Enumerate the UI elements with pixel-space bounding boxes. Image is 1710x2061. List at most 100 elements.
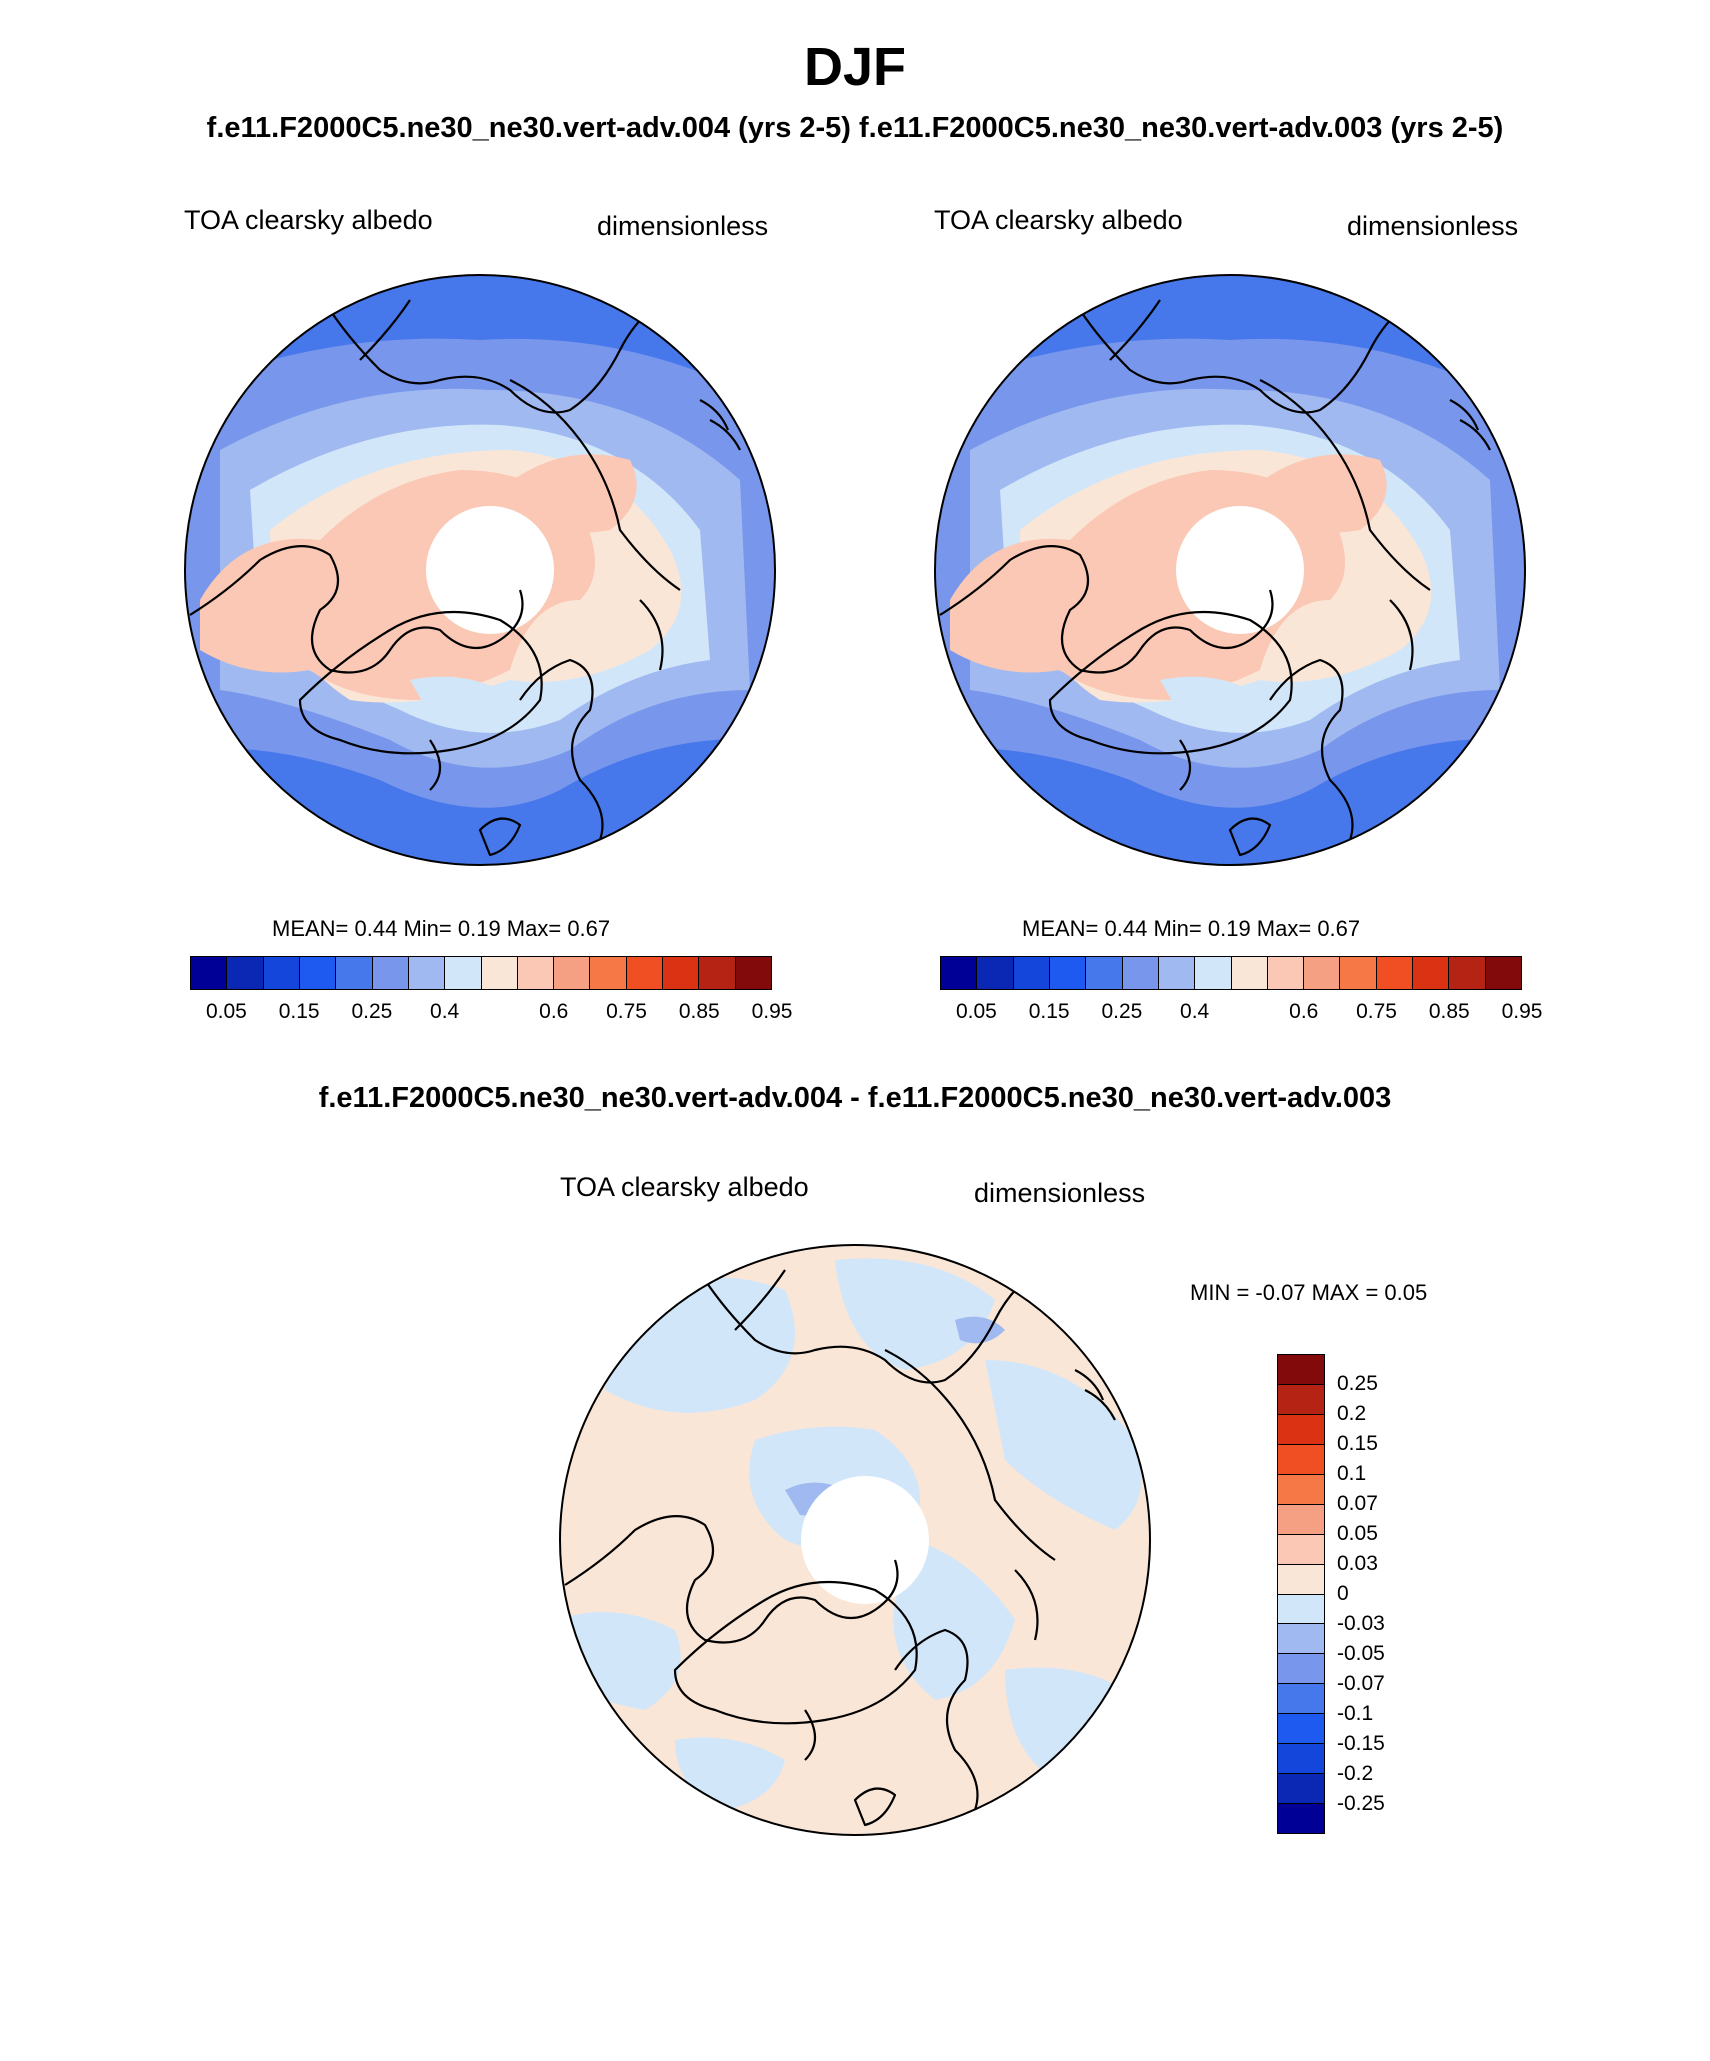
colorbar-panel-1 <box>190 956 772 990</box>
field-panel-1 <box>185 275 775 865</box>
colorbar-swatch <box>663 957 700 989</box>
diff-units: dimensionless <box>974 1178 1146 1208</box>
colorbar-tick-label: 0.75 <box>1356 1000 1397 1023</box>
colorbar-swatch <box>941 957 978 989</box>
colorbar-swatch <box>1278 1684 1324 1715</box>
colorbar-swatch <box>191 957 228 989</box>
colorbar-swatch <box>1278 1414 1324 1445</box>
colorbar-tick-label: -0.07 <box>1337 1672 1385 1695</box>
field-diff <box>560 1245 1150 1835</box>
colorbar-swatch <box>699 957 736 989</box>
colorbar-swatch <box>1013 957 1050 989</box>
colorbar-swatch <box>1278 1624 1324 1655</box>
colorbar-tick-label: -0.03 <box>1337 1612 1385 1635</box>
colorbar-swatch <box>372 957 409 989</box>
panel-2-variable: TOA clearsky albedo <box>934 205 1183 235</box>
polar-map-diff <box>559 1244 1151 1836</box>
colorbar-swatch <box>445 957 482 989</box>
panel-1-units: dimensionless <box>597 211 769 241</box>
colorbar-tick-label: 0.75 <box>606 1000 647 1023</box>
colorbar-swatch <box>1195 957 1232 989</box>
colorbar-tick-label: 0.07 <box>1337 1492 1378 1515</box>
colorbar-swatch <box>977 957 1014 989</box>
colorbar-tick-label: 0.05 <box>955 1000 997 1023</box>
colorbar-swatch <box>1340 957 1377 989</box>
colorbar-tick-label: 0.1 <box>1337 1462 1367 1485</box>
colorbar-tick-label: 0.4 <box>430 1000 460 1023</box>
colorbar-swatch <box>1267 957 1305 989</box>
colorbar-swatch <box>626 957 664 989</box>
colorbar-tick-label: 0.95 <box>751 1000 793 1023</box>
colorbar-swatch <box>1278 1355 1324 1385</box>
page-subtitle: f.e11.F2000C5.ne30_ne30.vert-adv.004 (yr… <box>206 112 1504 144</box>
colorbar-tick-label: -0.25 <box>1337 1792 1385 1815</box>
colorbar-tick-label: 0.25 <box>1337 1372 1378 1395</box>
colorbar-tick-label: 0.05 <box>205 1000 247 1023</box>
colorbar-swatch <box>1278 1504 1324 1535</box>
colorbar-tick-label: 0.15 <box>1028 1000 1070 1023</box>
colorbar-swatch <box>1278 1474 1324 1505</box>
colorbar-swatch <box>336 957 373 989</box>
colorbar-tick-label: 0.25 <box>1101 1000 1143 1023</box>
colorbar-swatch <box>1304 957 1341 989</box>
panel-1-variable: TOA clearsky albedo <box>184 205 433 235</box>
colorbar-tick-label: 0.85 <box>678 1000 720 1023</box>
colorbar-swatch <box>1278 1384 1324 1415</box>
colorbar-tick-label: -0.15 <box>1337 1732 1385 1755</box>
colorbar-swatch <box>1278 1534 1324 1565</box>
colorbar-swatch <box>1278 1744 1324 1775</box>
colorbar-swatch <box>554 957 591 989</box>
colorbar-tick-label: 0.2 <box>1337 1402 1367 1425</box>
colorbar-tick-label: 0.6 <box>539 1000 569 1023</box>
colorbar-tick-label: -0.2 <box>1337 1762 1374 1785</box>
colorbar-swatch <box>1278 1804 1324 1833</box>
colorbar-tick-label: 0.95 <box>1501 1000 1543 1023</box>
colorbar-tick-label: 0 <box>1337 1582 1349 1605</box>
colorbar-swatch <box>1376 957 1414 989</box>
colorbar-swatch <box>263 957 300 989</box>
colorbar-swatch <box>1231 957 1268 989</box>
colorbar-swatch <box>1449 957 1486 989</box>
colorbar-tick-label: 0.03 <box>1337 1552 1378 1575</box>
colorbar-swatch <box>1278 1774 1324 1805</box>
colorbar-diff <box>1277 1354 1325 1834</box>
colorbar-swatch <box>1158 957 1196 989</box>
colorbar-swatch <box>481 957 518 989</box>
colorbar-tick-label: -0.05 <box>1337 1642 1385 1665</box>
colorbar-swatch <box>1485 957 1521 989</box>
colorbar-swatch <box>1049 957 1087 989</box>
colorbar-tick-label: 0.85 <box>1428 1000 1470 1023</box>
colorbar-tick-label: 0.4 <box>1180 1000 1210 1023</box>
polar-map-panel-2 <box>934 274 1526 866</box>
colorbar-swatch <box>1278 1714 1324 1745</box>
diff-stats: MIN = -0.07 MAX = 0.05 <box>1190 1280 1428 1305</box>
diff-variable: TOA clearsky albedo <box>560 1172 809 1202</box>
colorbar-panel-2 <box>940 956 1522 990</box>
colorbar-tick-label: 0.25 <box>351 1000 393 1023</box>
colorbar-tick-label: 0.15 <box>278 1000 320 1023</box>
field-panel-2 <box>935 275 1525 865</box>
colorbar-tick-label: 0.15 <box>1337 1432 1378 1455</box>
colorbar-swatch <box>517 957 555 989</box>
colorbar-tick-label: -0.1 <box>1337 1702 1374 1725</box>
panel-1-stats: MEAN= 0.44 Min= 0.19 Max= 0.67 <box>272 916 611 941</box>
colorbar-swatch <box>227 957 264 989</box>
diff-title: f.e11.F2000C5.ne30_ne30.vert-adv.004 - f… <box>318 1082 1392 1114</box>
colorbar-tick-label: 0.6 <box>1289 1000 1319 1023</box>
colorbar-swatch <box>1278 1564 1324 1595</box>
page-title: DJF <box>803 37 907 97</box>
colorbar-swatch <box>1278 1654 1324 1685</box>
colorbar-tick-label: 0.05 <box>1337 1522 1378 1545</box>
panel-2-units: dimensionless <box>1347 211 1519 241</box>
colorbar-swatch <box>1413 957 1450 989</box>
colorbar-swatch <box>735 957 771 989</box>
colorbar-swatch <box>590 957 627 989</box>
panel-2-stats: MEAN= 0.44 Min= 0.19 Max= 0.67 <box>1022 916 1361 941</box>
colorbar-swatch <box>1278 1444 1324 1475</box>
colorbar-swatch <box>1278 1594 1324 1625</box>
colorbar-swatch <box>408 957 446 989</box>
polar-map-panel-1 <box>184 274 776 866</box>
colorbar-swatch <box>299 957 337 989</box>
colorbar-swatch <box>1122 957 1159 989</box>
colorbar-swatch <box>1086 957 1123 989</box>
